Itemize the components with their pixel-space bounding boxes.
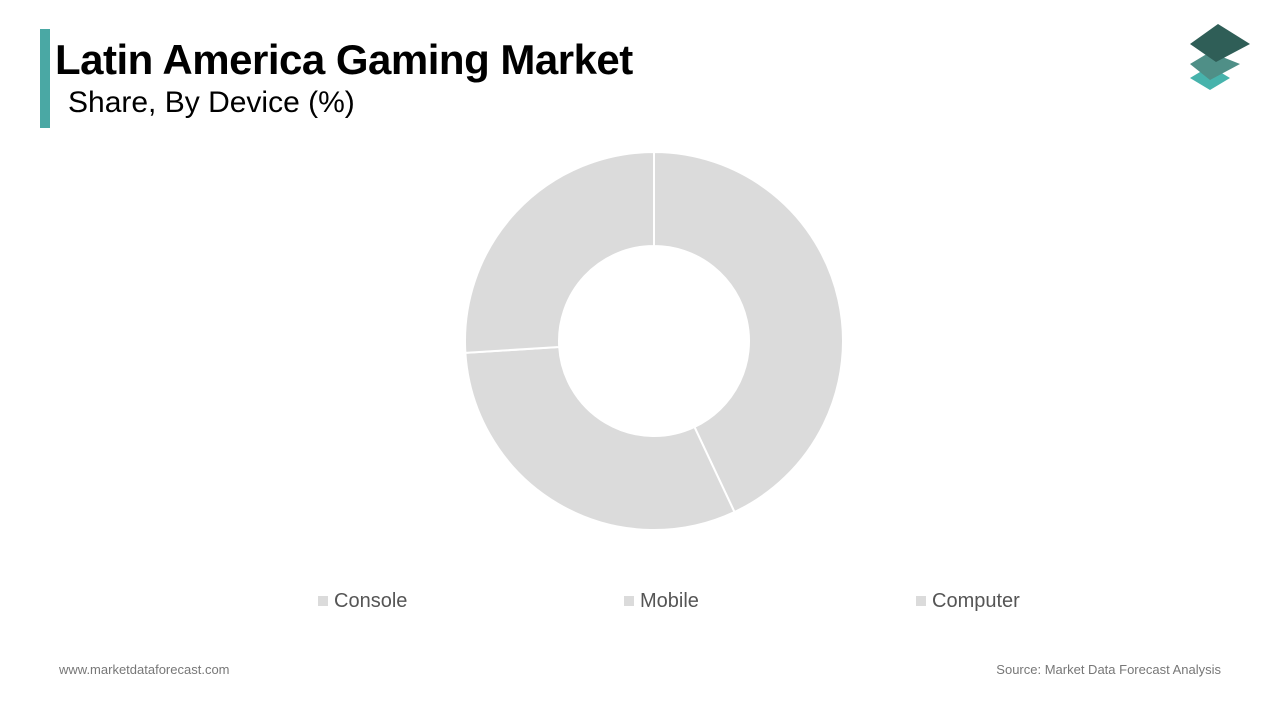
legend-item-computer: Computer [916, 588, 1020, 614]
legend-label: Computer [932, 590, 1020, 612]
legend-label: Console [334, 590, 408, 612]
chart-legend: Console Mobile Computer [0, 588, 1280, 614]
chart-title: Latin America Gaming Market [55, 36, 633, 83]
donut-slice-mobile [464, 345, 736, 531]
donut-chart [464, 150, 844, 531]
legend-swatch [624, 596, 634, 606]
logo-middle-layer [1190, 52, 1240, 80]
legend-swatch [318, 596, 328, 606]
legend-item-mobile: Mobile [624, 588, 699, 614]
chart-subtitle: Share, By Device (%) [68, 86, 355, 119]
legend-swatch [916, 596, 926, 606]
legend-item-console: Console [318, 588, 407, 614]
logo-top-layer [1190, 24, 1250, 62]
legend-label: Mobile [640, 590, 699, 612]
company-logo-icon [1190, 24, 1250, 90]
footer-source: Source: Market Data Forecast Analysis [996, 662, 1221, 677]
donut-slice-console [653, 150, 844, 514]
donut-slice-computer [464, 150, 655, 354]
footer-website: www.marketdataforecast.com [59, 662, 230, 677]
title-accent-bar [40, 29, 50, 128]
